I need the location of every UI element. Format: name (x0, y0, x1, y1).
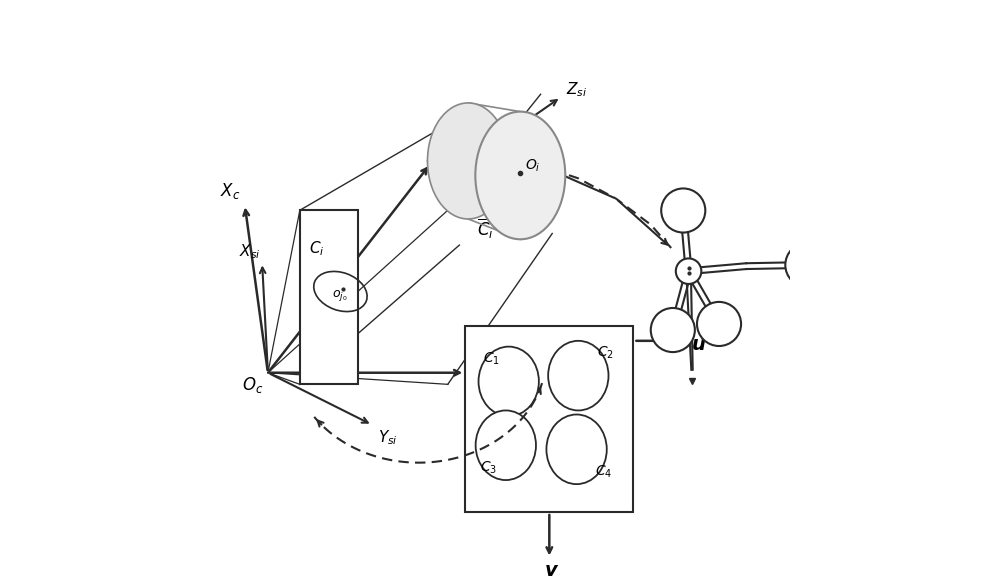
Text: $C_3$: $C_3$ (480, 459, 497, 476)
Circle shape (697, 302, 741, 346)
Ellipse shape (427, 103, 509, 219)
Circle shape (651, 308, 695, 352)
Text: $Z_{si}$: $Z_{si}$ (566, 80, 587, 99)
Text: $Y_{si}$: $Y_{si}$ (378, 429, 398, 447)
Text: $\boldsymbol{v}$: $\boldsymbol{v}$ (544, 561, 559, 580)
Circle shape (676, 258, 701, 284)
Text: $C_1$: $C_1$ (483, 351, 500, 367)
Text: $X_{si}$: $X_{si}$ (239, 243, 260, 261)
Ellipse shape (546, 415, 607, 484)
Circle shape (785, 243, 829, 287)
Text: $O_c$: $O_c$ (242, 375, 263, 395)
Ellipse shape (479, 347, 539, 416)
Text: $C_4$: $C_4$ (595, 463, 612, 480)
Ellipse shape (476, 410, 536, 480)
Ellipse shape (475, 111, 565, 239)
Text: $C_2$: $C_2$ (597, 345, 614, 361)
Circle shape (661, 188, 705, 233)
Text: $Y_c$: $Y_c$ (480, 364, 498, 384)
Text: $C_i$: $C_i$ (309, 240, 324, 258)
Text: $Z_c$: $Z_c$ (433, 137, 453, 157)
Bar (300, 210, 358, 384)
Text: $\boldsymbol{u}$: $\boldsymbol{u}$ (691, 335, 707, 353)
Ellipse shape (548, 341, 609, 410)
Text: $o_{j_0}$: $o_{j_0}$ (332, 289, 347, 303)
Text: $O_i$: $O_i$ (525, 157, 541, 174)
Text: $X_c$: $X_c$ (220, 181, 240, 201)
Text: $\overline{C}_i$: $\overline{C}_i$ (477, 217, 494, 241)
Bar (465, 326, 633, 512)
